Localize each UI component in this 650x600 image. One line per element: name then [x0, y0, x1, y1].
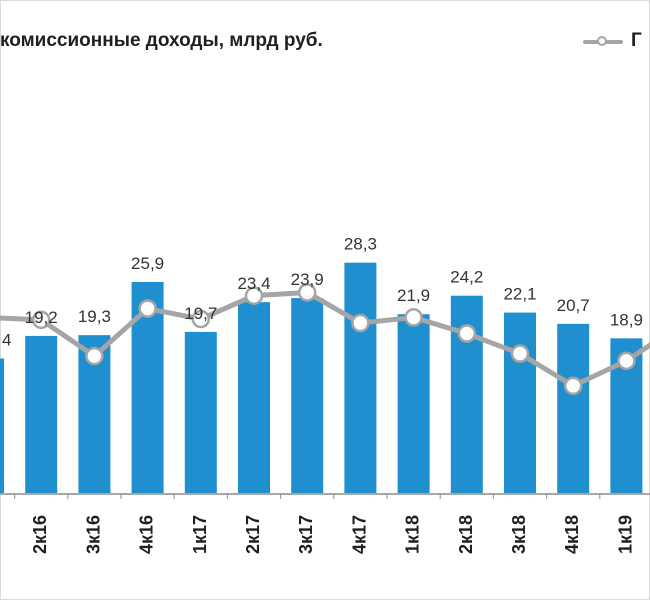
line-series	[0, 289, 650, 389]
line-point-12	[617, 351, 636, 371]
line-point-3	[138, 299, 157, 318]
x-tick-label-7: 4к17	[349, 515, 369, 554]
data-label-7: 28,3	[344, 235, 377, 254]
line-point-9	[457, 324, 477, 343]
line-point-7	[351, 313, 370, 333]
line-point-6	[297, 283, 317, 302]
data-label-10: 22,1	[503, 285, 536, 304]
line-point-4	[191, 309, 211, 329]
line-point-8	[404, 308, 423, 327]
line-point-5	[244, 286, 264, 305]
x-tick-label-5: 2к17	[243, 515, 263, 554]
data-label-5: 23,4	[237, 274, 270, 293]
bar-1	[25, 335, 58, 493]
x-tick-label-1: 2к16	[30, 515, 50, 554]
bar-11	[557, 323, 590, 493]
bar-4	[184, 331, 217, 493]
x-tick-label-8: 1к18	[403, 515, 423, 554]
bar-8	[397, 314, 430, 493]
x-tick-label-11: 4к18	[562, 515, 582, 554]
data-label-4: 19,7	[184, 304, 217, 323]
bar-0	[0, 358, 4, 493]
x-tick-label-2: 3к16	[83, 515, 103, 554]
x-tick-label-6: 3к17	[296, 515, 316, 554]
bar-10	[504, 312, 536, 493]
x-tick-label-3: 4к16	[137, 515, 157, 554]
chart-title: комиссионные доходы, млрд руб.	[0, 30, 323, 51]
x-tick-label-9: 2к18	[456, 515, 476, 554]
data-label-2: 19,3	[78, 307, 111, 326]
data-label-9: 24,2	[450, 268, 483, 287]
line-point-2	[85, 346, 104, 366]
data-label-12: 18,9	[610, 310, 643, 329]
data-label-3: 25,9	[131, 254, 164, 273]
bar-6	[291, 298, 324, 493]
line-point-11	[563, 376, 583, 396]
x-tick-label-4: 1к17	[190, 515, 210, 554]
data-label-11: 20,7	[557, 296, 590, 315]
data-label-8: 21,9	[397, 286, 430, 305]
data-label-6: 23,9	[291, 270, 324, 289]
legend-marker-icon	[597, 36, 607, 46]
bar-7	[344, 262, 377, 493]
line-point-10	[510, 344, 530, 363]
line-point-1	[31, 310, 51, 330]
x-tick-label-12: 1к19	[615, 515, 635, 554]
x-tick-label-10: 3к18	[509, 515, 529, 554]
bar-5	[238, 302, 270, 493]
legend-label: Г	[631, 30, 642, 51]
data-label-0: 4	[2, 330, 11, 349]
data-label-1: 19,2	[25, 308, 58, 327]
